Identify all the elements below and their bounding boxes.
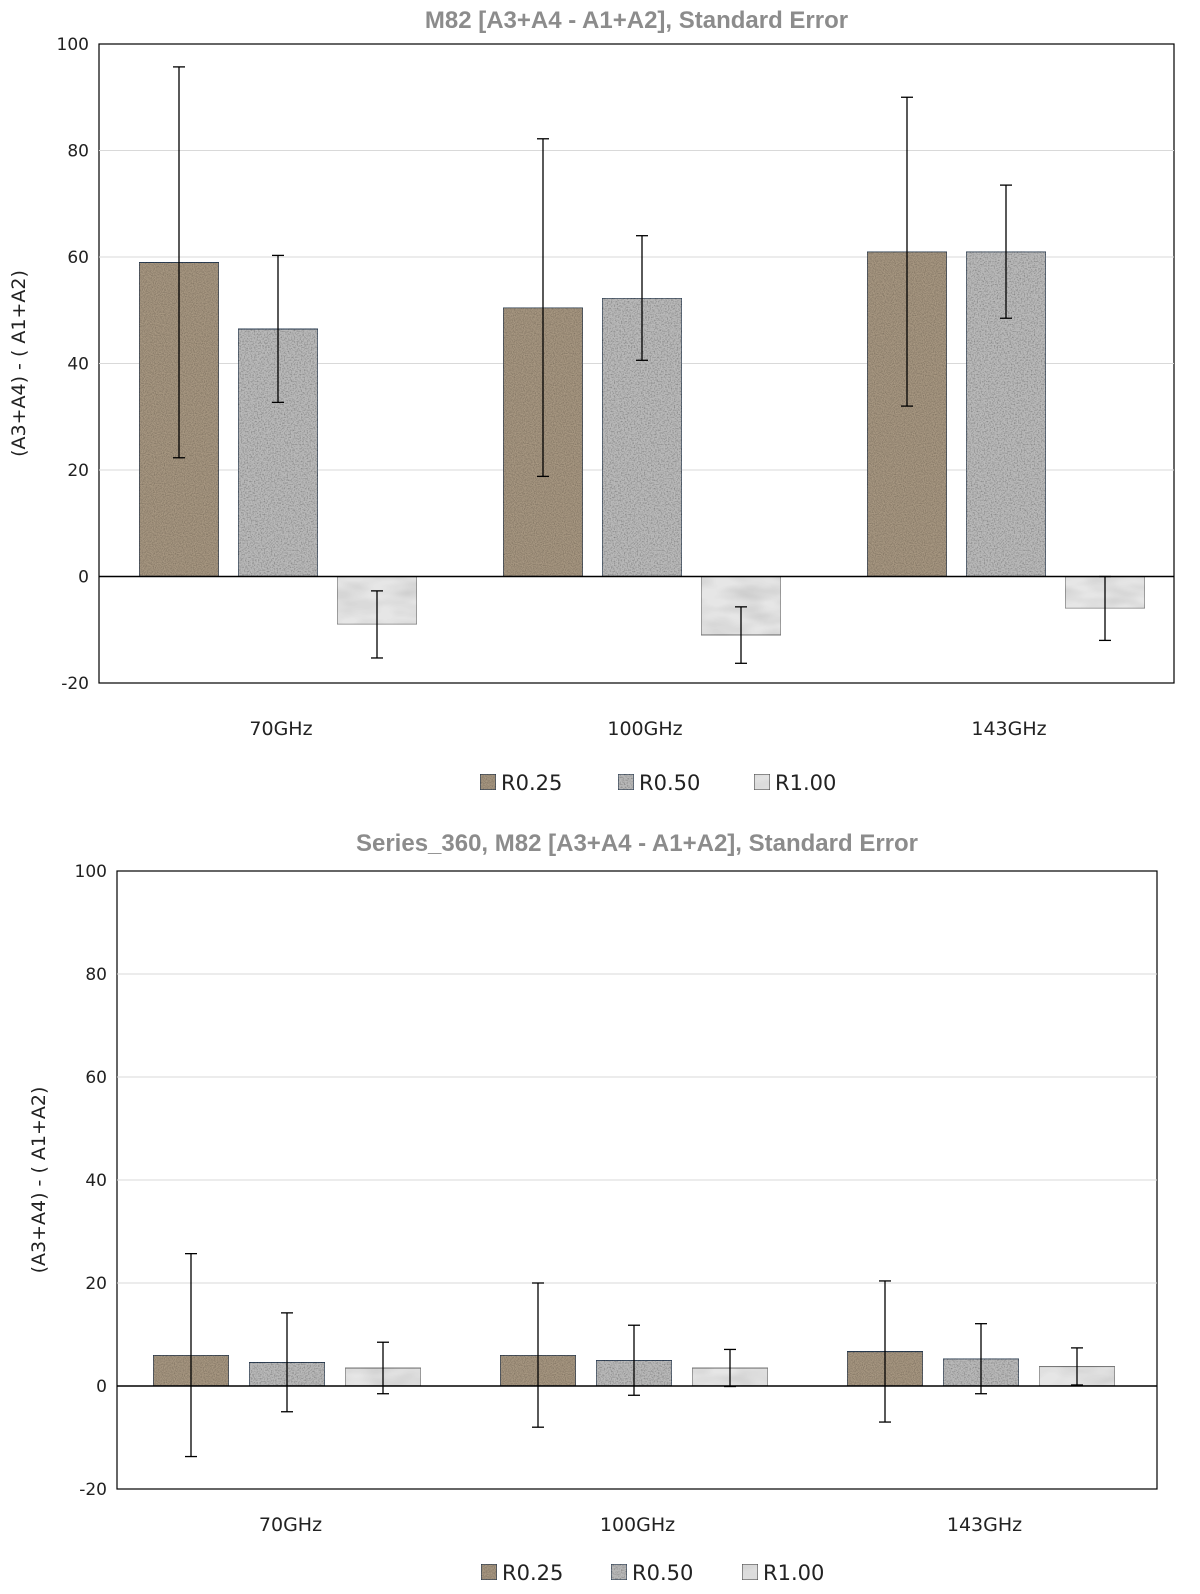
x-category-label: 70GHz: [259, 1514, 322, 1536]
y-tick-label: -20: [79, 1480, 107, 1500]
y-tick-label: 40: [67, 355, 89, 375]
error-bar: [173, 66, 185, 459]
y-tick-label: 20: [85, 1274, 107, 1294]
error-bar: [628, 1324, 640, 1396]
error-bar: [532, 1282, 544, 1428]
y-tick-label: -20: [61, 674, 89, 694]
y-tick-label: 100: [57, 35, 89, 55]
error-bar: [537, 138, 549, 478]
error-bar: [185, 1252, 197, 1458]
y-tick-label: 100: [75, 862, 107, 882]
y-axis-label: (A3+A4) - ( A1+A2): [8, 270, 30, 457]
y-tick-label: 60: [85, 1068, 107, 1088]
error-bar: [879, 1280, 891, 1423]
error-bar: [272, 254, 284, 404]
legend-label: R0.25: [501, 771, 562, 795]
error-bar: [901, 96, 913, 407]
y-tick-label: 60: [67, 248, 89, 268]
legend: R0.25 R0.50 R1.00: [480, 1561, 824, 1585]
x-category-label: 143GHz: [947, 1514, 1022, 1536]
chart-title: Series_360, M82 [A3+A4 - A1+A2], Standar…: [356, 830, 918, 857]
error-bar: [735, 606, 747, 664]
y-tick-label: 40: [85, 1171, 107, 1191]
error-bar: [1000, 184, 1012, 319]
y-tick-label: 0: [78, 568, 89, 588]
x-category-label: 70GHz: [249, 718, 312, 740]
legend-label: R0.50: [632, 1561, 693, 1585]
legend-swatch-r050: [610, 1563, 628, 1581]
error-bar: [377, 1341, 389, 1395]
chart-2: Series_360, M82 [A3+A4 - A1+A2], Standar…: [28, 830, 1158, 1585]
legend-swatch-r025: [480, 1563, 498, 1581]
legend-swatch-r025: [479, 773, 497, 791]
legend-swatch-r100: [741, 1563, 759, 1581]
x-category-label: 100GHz: [607, 718, 682, 740]
legend-label: R0.25: [502, 1561, 563, 1585]
legend-label: R0.50: [639, 771, 700, 795]
x-category-label: 143GHz: [971, 718, 1046, 740]
error-bar: [281, 1312, 293, 1413]
y-tick-label: 80: [67, 142, 89, 162]
y-axis-label: (A3+A4) - ( A1+A2): [28, 1087, 50, 1274]
legend-swatch-r100: [753, 773, 771, 791]
error-bar: [371, 590, 383, 659]
chart-1: M82 [A3+A4 - A1+A2], Standard Error -20 0 2…: [8, 7, 1175, 795]
legend: R0.25 R0.50 R1.00: [479, 771, 836, 795]
error-bar: [636, 235, 648, 361]
x-category-label: 100GHz: [600, 1514, 675, 1536]
error-bar: [1071, 1347, 1083, 1386]
y-tick-label: 20: [67, 461, 89, 481]
y-tick-label: 80: [85, 965, 107, 985]
legend-swatch-r050: [617, 773, 635, 791]
chart-title: M82 [A3+A4 - A1+A2], Standard Error: [425, 7, 848, 34]
y-tick-label: 0: [96, 1377, 107, 1397]
legend-label: R1.00: [763, 1561, 824, 1585]
error-bar: [975, 1323, 987, 1395]
legend-label: R1.00: [775, 771, 836, 795]
